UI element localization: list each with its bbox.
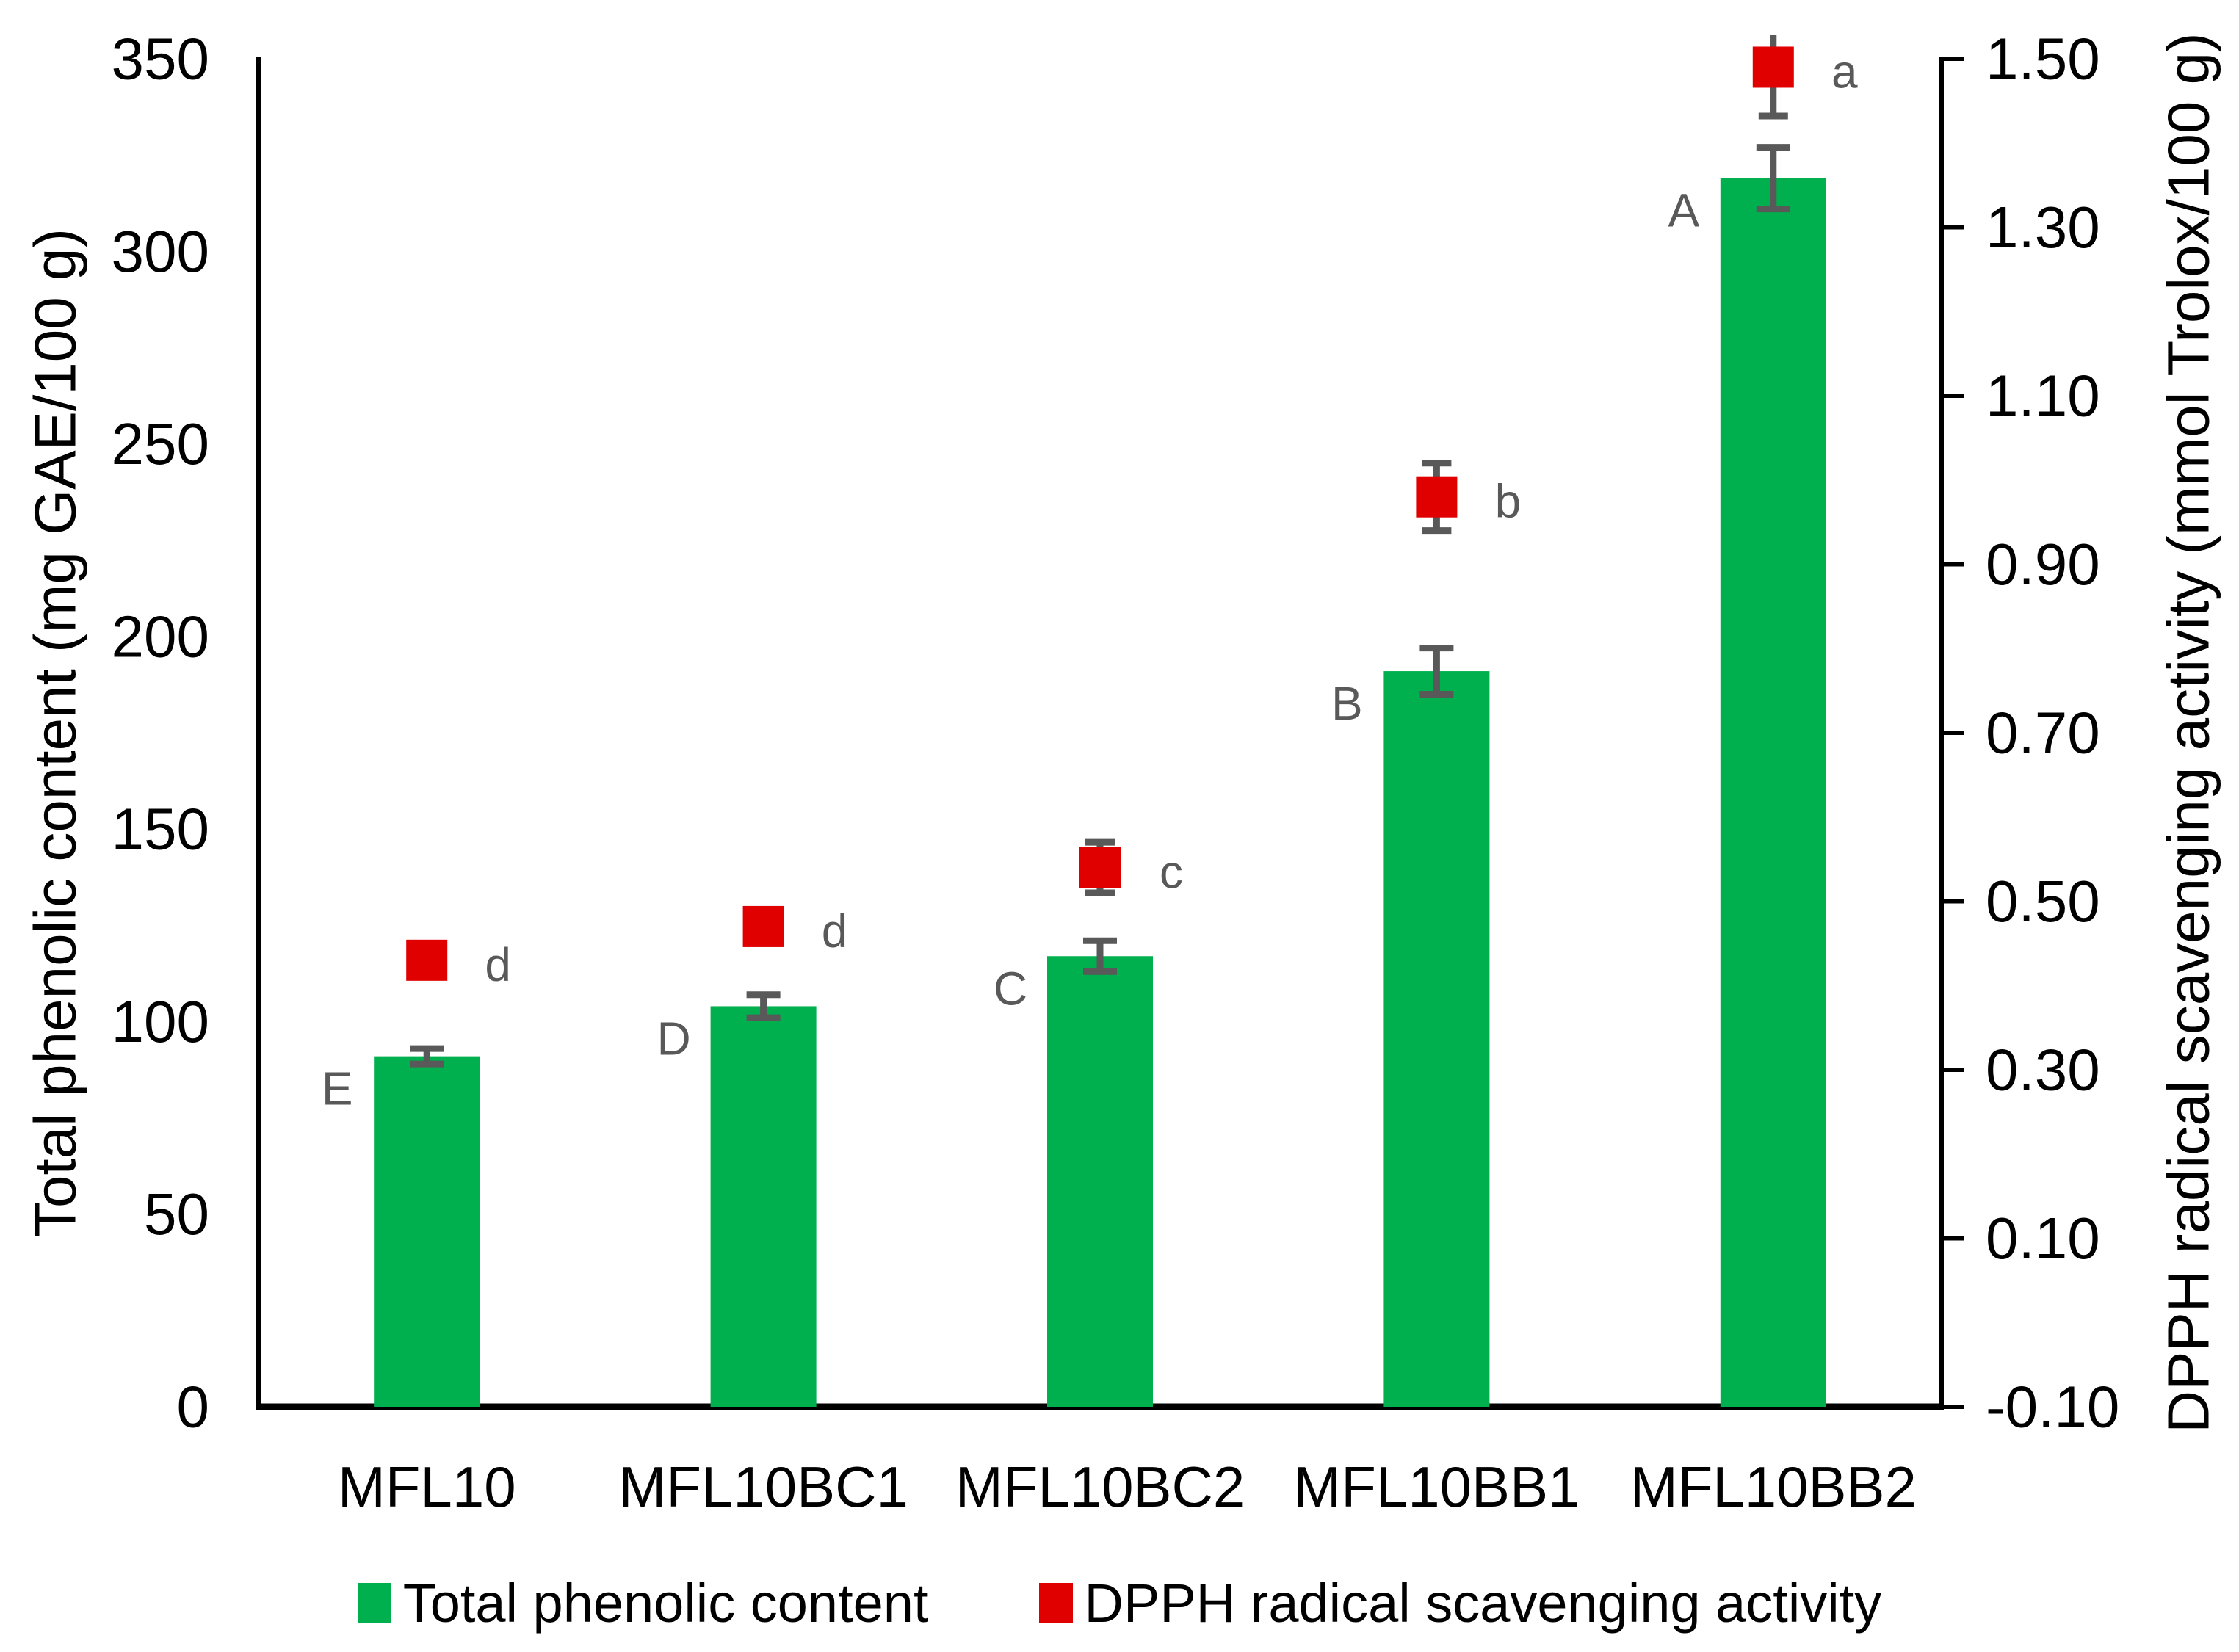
left-tick-label-0: 0 [177, 1374, 210, 1440]
right-axis-tick-labels: 1.50 1.30 1.10 0.90 0.70 0.50 0.30 0.10 -0.10 [1986, 26, 2119, 1440]
legend-label-dpph: DPPH radical scavenging activity [1084, 1572, 1882, 1634]
bar-letter-MFL10BC2: C [994, 962, 1027, 1015]
marker-letter-MFL10BC2: c [1160, 846, 1183, 899]
category-labels: MFL10 MFL10BC1 MFL10BC2 MFL10BB1 MFL10BB2 [338, 1454, 1917, 1519]
bar-series [374, 178, 1826, 1407]
bar-MFL10BB1[interactable] [1383, 671, 1490, 1407]
marker-MFL10BC2[interactable] [1079, 847, 1121, 888]
legend-label-total-phenolic: Total phenolic content [402, 1572, 929, 1634]
significance-letters: Ed Dd Cc Bb Aa [322, 45, 1858, 1115]
bar-letter-MFL10BB2: A [1668, 184, 1699, 237]
category-label-MFL10BC1: MFL10BC1 [618, 1454, 908, 1519]
legend-item-total-phenolic[interactable]: Total phenolic content [357, 1572, 929, 1634]
left-axis-tick-labels: 350 300 250 200 150 100 50 0 [112, 26, 209, 1440]
left-tick-label-200: 200 [112, 604, 209, 669]
left-tick-label-100: 100 [112, 989, 209, 1054]
right-tick-label-1.30: 1.30 [1986, 195, 2100, 260]
left-tick-label-250: 250 [112, 411, 209, 477]
left-tick-label-350: 350 [112, 26, 209, 92]
total-phenolic-swatch-icon [357, 1583, 391, 1623]
left-tick-label-50: 50 [144, 1181, 209, 1247]
right-tick-label-0.90: 0.90 [1986, 532, 2100, 597]
marker-error-bars [412, 35, 1788, 972]
category-label-MFL10BB1: MFL10BB1 [1293, 1454, 1580, 1519]
marker-letter-MFL10BB2: a [1831, 45, 1858, 98]
bar-MFL10BC1[interactable] [710, 1006, 817, 1407]
legend-item-dpph[interactable]: DPPH radical scavenging activity [1038, 1572, 1882, 1634]
bar-error-bars [410, 144, 1790, 1068]
marker-letter-MFL10BC1: d [822, 905, 848, 957]
dpph-swatch-icon [1038, 1583, 1073, 1623]
bar-MFL10BB2[interactable] [1720, 178, 1826, 1407]
marker-letter-MFL10BB1: b [1495, 475, 1522, 528]
scatter-series [406, 46, 1794, 981]
right-tick-label-0.30: 0.30 [1986, 1037, 2100, 1103]
left-tick-label-300: 300 [112, 219, 209, 284]
marker-MFL10BC1[interactable] [742, 905, 784, 947]
bar-letter-MFL10BB1: B [1331, 677, 1363, 730]
right-axis-title: DPPH radical scavenging activity (mmol T… [2156, 32, 2221, 1432]
bar-MFL10[interactable] [374, 1056, 480, 1407]
category-label-MFL10BC2: MFL10BC2 [955, 1454, 1245, 1519]
right-tick-label-1.10: 1.10 [1986, 363, 2100, 429]
right-tick-label-1.50: 1.50 [1986, 26, 2100, 92]
right-axis-ticks [1942, 57, 1964, 1409]
bar-letter-MFL10BC1: D [656, 1012, 690, 1065]
right-tick-label--0.10: -0.10 [1986, 1374, 2119, 1440]
left-tick-label-150: 150 [112, 797, 209, 862]
category-label-MFL10BB2: MFL10BB2 [1630, 1454, 1917, 1519]
right-tick-label-0.50: 0.50 [1986, 869, 2100, 934]
legend: Total phenolic content DPPH radical scav… [0, 1555, 2239, 1651]
left-axis-title: Total phenolic content (mg GAE/100 g) [23, 228, 88, 1237]
category-label-MFL10: MFL10 [338, 1454, 516, 1519]
marker-MFL10BB1[interactable] [1416, 476, 1458, 518]
marker-MFL10[interactable] [406, 939, 448, 981]
right-tick-label-0.70: 0.70 [1986, 700, 2100, 766]
bar-MFL10BC2[interactable] [1047, 956, 1153, 1407]
bar-letter-MFL10: E [322, 1062, 353, 1115]
marker-MFL10BB2[interactable] [1752, 46, 1794, 88]
marker-letter-MFL10: d [485, 938, 511, 991]
right-tick-label-0.10: 0.10 [1986, 1206, 2100, 1271]
